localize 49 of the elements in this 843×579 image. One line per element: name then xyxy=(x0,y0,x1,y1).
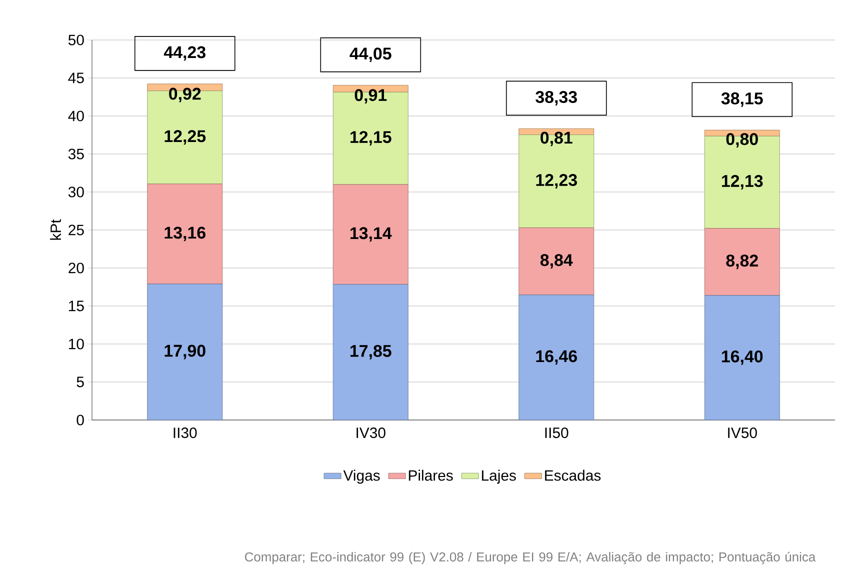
legend-label: Pilares xyxy=(408,470,453,481)
y-tick-label: 25 xyxy=(68,224,84,236)
data-label: 13,14 xyxy=(350,227,392,242)
data-label: 0,91 xyxy=(354,89,387,104)
y-tick-label: 0 xyxy=(76,414,84,426)
data-label: 8,82 xyxy=(726,254,758,270)
text: Comparar; Eco-indicator 99 (E) V2.08 / Europe EI 99 E/A; Avaliação de impacto; Pontuação única xyxy=(244,552,816,564)
bar xyxy=(518,294,594,420)
total-label: 44,23 xyxy=(164,46,206,61)
data-label: 16,40 xyxy=(722,350,763,365)
y-tick-label: 5 xyxy=(76,376,84,388)
bar xyxy=(147,184,223,284)
data-label: 0,80 xyxy=(726,133,758,148)
x-tick-label: IV30 xyxy=(356,428,386,438)
y-axis-title: kPt xyxy=(50,219,62,240)
y-tick-label: 20 xyxy=(68,262,84,274)
data-label: 0,92 xyxy=(169,88,201,102)
y-tick-label: 30 xyxy=(68,186,84,198)
data-label: 0,81 xyxy=(540,132,572,146)
data-label: 16,46 xyxy=(536,350,577,365)
x-tick-label: II30 xyxy=(174,428,197,438)
y-tick-label: 15 xyxy=(69,300,84,312)
bar xyxy=(147,284,223,420)
y-tick-label: 45 xyxy=(68,72,84,84)
legend-label: Vigas xyxy=(343,470,380,484)
data-label: 12,23 xyxy=(536,174,577,188)
legend-label: Lajes xyxy=(482,470,516,484)
y-tick-label: 35 xyxy=(68,148,84,160)
data-label: 13,16 xyxy=(164,226,206,242)
y-tick-label: 40 xyxy=(68,110,84,122)
data-label: 12,15 xyxy=(350,131,392,146)
y-tick-label: 50 xyxy=(68,34,84,46)
bar xyxy=(332,184,408,285)
x-tick-label: II50 xyxy=(545,428,568,438)
bar xyxy=(704,295,780,420)
data-label: 17,90 xyxy=(164,344,206,360)
bar xyxy=(704,228,780,296)
data-label: 12,25 xyxy=(164,130,206,145)
bar xyxy=(518,228,594,296)
x-tick-label: IV50 xyxy=(728,428,757,438)
total-label: 38,15 xyxy=(721,92,763,107)
data-label: 12,13 xyxy=(722,175,763,190)
data-label: 17,85 xyxy=(350,344,392,360)
bar xyxy=(332,284,408,420)
total-label: 44,05 xyxy=(350,48,392,62)
data-label: 8,84 xyxy=(540,254,573,269)
total-label: 38,33 xyxy=(536,90,577,106)
legend-label: Escadas xyxy=(545,470,601,481)
y-tick-label: 10 xyxy=(69,338,84,350)
